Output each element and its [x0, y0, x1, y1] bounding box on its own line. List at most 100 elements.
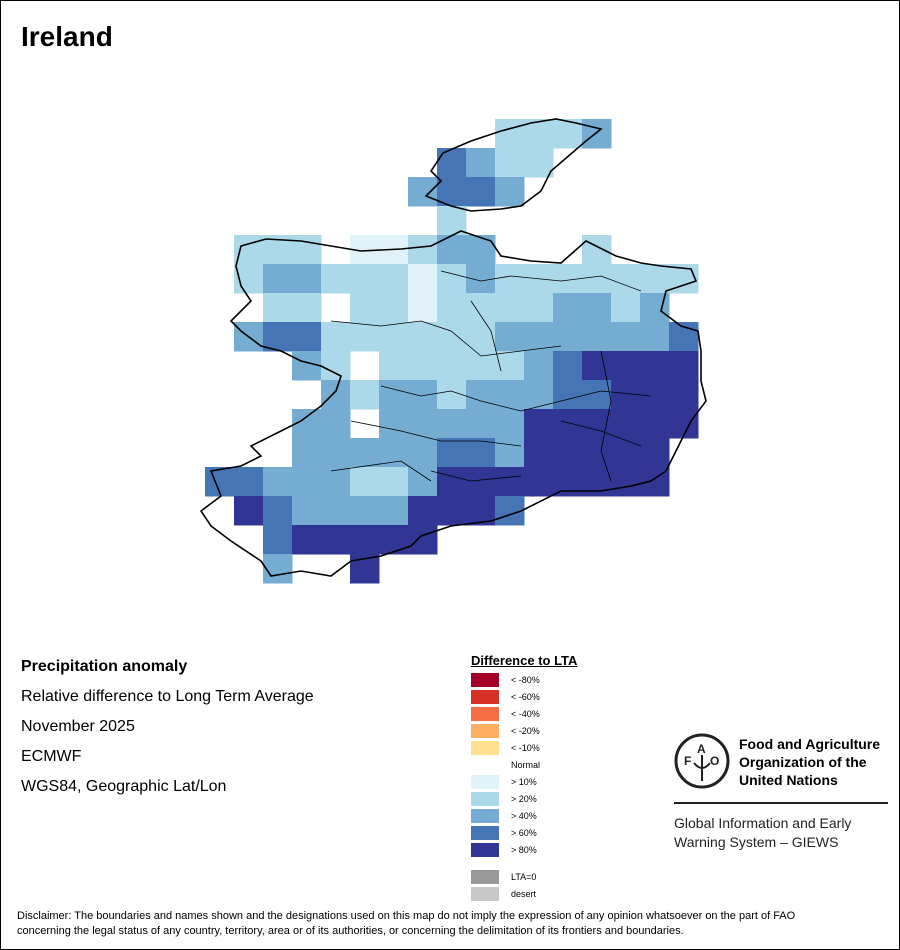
anomaly-cell — [379, 380, 409, 410]
legend-label: > 40% — [511, 811, 537, 821]
legend-item: > 40% — [471, 809, 537, 823]
legend-label: < -60% — [511, 692, 540, 702]
anomaly-cell — [350, 293, 380, 323]
anomaly-cell — [640, 409, 670, 439]
legend-swatch — [471, 775, 499, 789]
anomaly-cell — [437, 264, 467, 294]
disclaimer-line: concerning the legal status of any count… — [17, 925, 684, 937]
legend-label: LTA=0 — [511, 872, 537, 882]
anomaly-cell — [495, 467, 525, 497]
anomaly-cell — [669, 351, 699, 381]
anomaly-cell — [408, 496, 438, 526]
anomaly-cell — [466, 322, 496, 352]
anomaly-cell — [350, 322, 380, 352]
anomaly-cell — [553, 380, 583, 410]
anomaly-cell — [495, 322, 525, 352]
anomaly-cell — [611, 409, 641, 439]
svg-text:F: F — [684, 754, 691, 768]
anomaly-cell — [495, 264, 525, 294]
anomaly-cell — [437, 235, 467, 265]
anomaly-cell — [495, 177, 525, 207]
svg-text:O: O — [710, 754, 719, 768]
legend-item: Normal — [471, 758, 540, 772]
anomaly-cell — [263, 496, 293, 526]
anomaly-cell — [263, 467, 293, 497]
anomaly-cell — [408, 293, 438, 323]
legend-swatch — [471, 758, 499, 772]
anomaly-cell — [524, 293, 554, 323]
fao-name-line: United Nations — [739, 772, 838, 788]
disclaimer: Disclaimer: The boundaries and names sho… — [17, 909, 887, 939]
legend-label: < -20% — [511, 726, 540, 736]
giews-label: Global Information and Early Warning Sys… — [674, 814, 851, 852]
legend-item: > 10% — [471, 775, 537, 789]
legend-item: desert — [471, 887, 536, 901]
anomaly-cell — [263, 264, 293, 294]
anomaly-cell — [292, 293, 322, 323]
anomaly-cell — [350, 264, 380, 294]
anomaly-cell — [437, 467, 467, 497]
anomaly-cell — [321, 351, 351, 381]
legend-item: < -40% — [471, 707, 540, 721]
anomaly-cell — [321, 438, 351, 468]
anomaly-cell — [379, 496, 409, 526]
anomaly-cell — [408, 525, 438, 555]
anomaly-cell — [321, 496, 351, 526]
anomaly-cell — [321, 409, 351, 439]
giews-line: Warning System – GIEWS — [674, 834, 839, 850]
anomaly-cell — [524, 380, 554, 410]
anomaly-cell — [582, 293, 612, 323]
map-title: Ireland — [21, 21, 113, 52]
anomaly-cell — [350, 438, 380, 468]
legend-swatch — [471, 673, 499, 687]
anomaly-cell — [234, 467, 264, 497]
anomaly-cell — [437, 322, 467, 352]
anomaly-cell — [495, 293, 525, 323]
precipitation-anomaly-map — [199, 118, 707, 584]
anomaly-cell — [495, 438, 525, 468]
anomaly-cell — [379, 264, 409, 294]
anomaly-cell — [640, 264, 670, 294]
anomaly-cell — [582, 264, 612, 294]
svg-text:A: A — [697, 742, 706, 756]
legend-swatch — [471, 843, 499, 857]
anomaly-cell — [524, 148, 554, 178]
anomaly-cell — [350, 380, 380, 410]
anomaly-cell — [495, 409, 525, 439]
anomaly-cell — [582, 438, 612, 468]
anomaly-cell — [524, 438, 554, 468]
anomaly-cell — [350, 525, 380, 555]
legend-label: > 60% — [511, 828, 537, 838]
county-boundaries — [330, 270, 652, 482]
anomaly-cell — [408, 351, 438, 381]
legend-item: LTA=0 — [471, 870, 536, 884]
legend-swatch — [471, 826, 499, 840]
anomaly-cell — [408, 380, 438, 410]
anomaly-cell — [408, 235, 438, 265]
anomaly-cell — [292, 525, 322, 555]
anomaly-cell — [234, 496, 264, 526]
anomaly-cell — [524, 351, 554, 381]
anomaly-cell — [582, 235, 612, 265]
legend-label: Normal — [511, 760, 541, 770]
legend-item: < -20% — [471, 724, 540, 738]
anomaly-cell — [466, 177, 496, 207]
legend-swatch — [471, 741, 499, 755]
anomaly-cell — [263, 293, 293, 323]
legend-swatch — [471, 690, 499, 704]
anomaly-cell — [408, 467, 438, 497]
anomaly-cell — [466, 467, 496, 497]
anomaly-cell — [408, 177, 438, 207]
anomaly-cell — [611, 351, 641, 381]
anomaly-cell — [640, 438, 670, 468]
fao-name-line: Organization of the — [739, 754, 867, 770]
anomaly-cell — [611, 467, 641, 497]
anomaly-cell — [292, 264, 322, 294]
legend-title: Difference to LTA — [471, 653, 578, 668]
legend-label: > 80% — [511, 845, 537, 855]
anomaly-cell — [292, 351, 322, 381]
anomaly-cell — [292, 235, 322, 265]
anomaly-cell — [292, 496, 322, 526]
legend-label: < -40% — [511, 709, 540, 719]
